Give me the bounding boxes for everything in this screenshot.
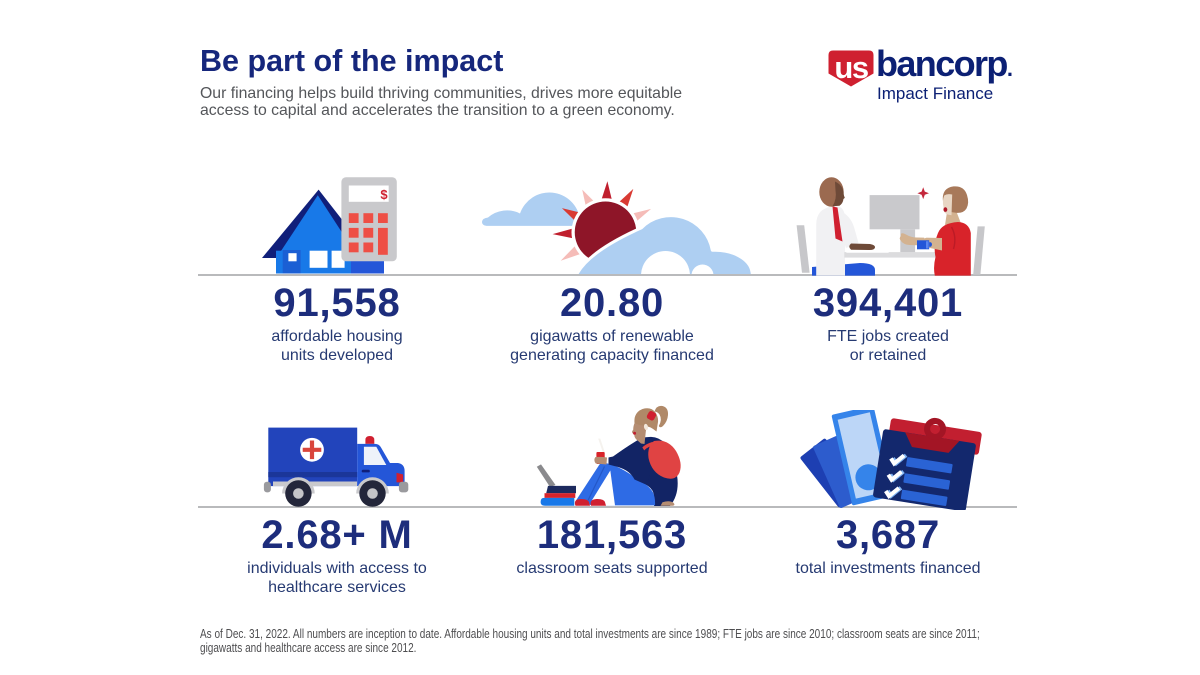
svg-text:$: $ [380, 187, 388, 202]
svg-text:us: us [834, 50, 867, 85]
